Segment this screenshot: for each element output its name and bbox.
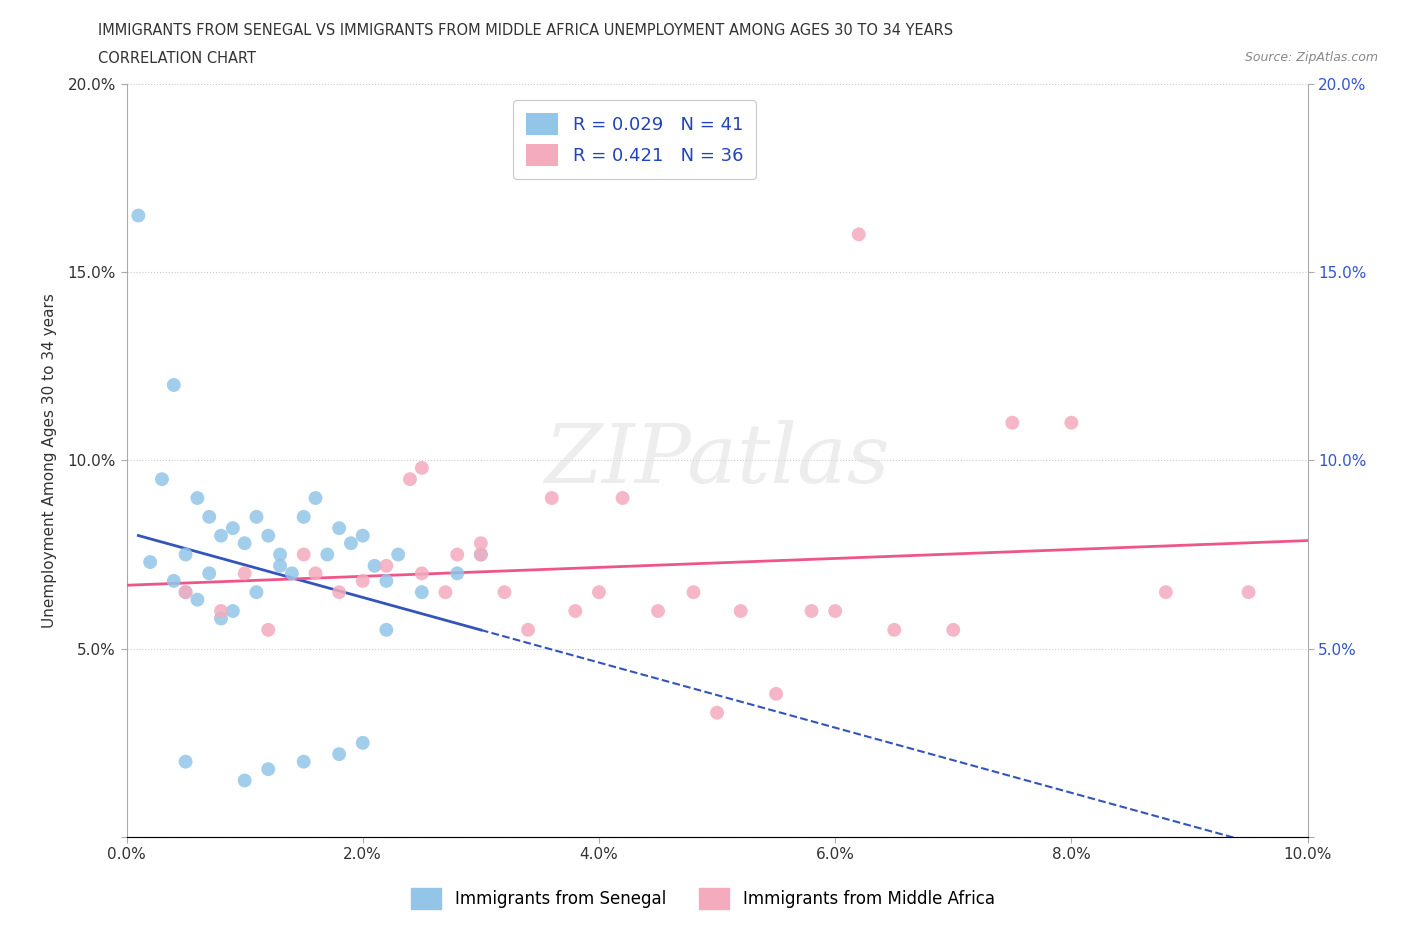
- Text: Source: ZipAtlas.com: Source: ZipAtlas.com: [1244, 51, 1378, 64]
- Point: [765, 686, 787, 701]
- Point: [328, 747, 350, 762]
- Point: [399, 472, 422, 486]
- Point: [209, 611, 232, 626]
- Point: [209, 604, 232, 618]
- Point: [257, 622, 280, 637]
- Point: [612, 491, 634, 506]
- Point: [233, 565, 256, 580]
- Point: [186, 491, 208, 506]
- Point: [328, 585, 350, 600]
- Point: [411, 565, 433, 580]
- Point: [127, 208, 149, 223]
- Point: [411, 585, 433, 600]
- Point: [800, 604, 823, 618]
- Point: [470, 547, 492, 562]
- Text: ZIPatlas: ZIPatlas: [544, 420, 890, 500]
- Point: [446, 565, 468, 580]
- Point: [352, 528, 374, 543]
- Point: [434, 585, 457, 600]
- Point: [292, 547, 315, 562]
- Point: [257, 528, 280, 543]
- Point: [150, 472, 173, 486]
- Point: [174, 754, 197, 769]
- Point: [163, 574, 186, 589]
- Point: [222, 521, 245, 536]
- Point: [494, 585, 516, 600]
- Point: [387, 547, 409, 562]
- Point: [375, 622, 398, 637]
- Point: [292, 754, 315, 769]
- Point: [942, 622, 965, 637]
- Point: [198, 565, 221, 580]
- Point: [245, 510, 267, 525]
- Y-axis label: Unemployment Among Ages 30 to 34 years: Unemployment Among Ages 30 to 34 years: [42, 293, 56, 628]
- Point: [316, 547, 339, 562]
- Point: [1001, 415, 1024, 430]
- Point: [411, 460, 433, 475]
- Text: CORRELATION CHART: CORRELATION CHART: [98, 51, 256, 66]
- Point: [304, 565, 326, 580]
- Legend: R = 0.029   N = 41, R = 0.421   N = 36: R = 0.029 N = 41, R = 0.421 N = 36: [513, 100, 756, 179]
- Text: IMMIGRANTS FROM SENEGAL VS IMMIGRANTS FROM MIDDLE AFRICA UNEMPLOYMENT AMONG AGES: IMMIGRANTS FROM SENEGAL VS IMMIGRANTS FR…: [98, 23, 953, 38]
- Point: [564, 604, 586, 618]
- Point: [269, 547, 291, 562]
- Point: [281, 565, 304, 580]
- Point: [446, 547, 468, 562]
- Point: [174, 547, 197, 562]
- Point: [706, 705, 728, 720]
- Point: [174, 585, 197, 600]
- Point: [1237, 585, 1260, 600]
- Point: [883, 622, 905, 637]
- Point: [363, 558, 385, 573]
- Point: [292, 510, 315, 525]
- Point: [245, 585, 267, 600]
- Point: [647, 604, 669, 618]
- Point: [470, 547, 492, 562]
- Point: [824, 604, 846, 618]
- Point: [470, 536, 492, 551]
- Point: [198, 510, 221, 525]
- Point: [139, 554, 162, 569]
- Point: [375, 574, 398, 589]
- Point: [163, 378, 186, 392]
- Point: [730, 604, 752, 618]
- Point: [682, 585, 704, 600]
- Point: [209, 528, 232, 543]
- Legend: Immigrants from Senegal, Immigrants from Middle Africa: Immigrants from Senegal, Immigrants from…: [404, 880, 1002, 917]
- Point: [233, 536, 256, 551]
- Point: [304, 491, 326, 506]
- Point: [233, 773, 256, 788]
- Point: [352, 574, 374, 589]
- Point: [257, 762, 280, 777]
- Point: [588, 585, 610, 600]
- Point: [174, 585, 197, 600]
- Point: [540, 491, 562, 506]
- Point: [848, 227, 870, 242]
- Point: [375, 558, 398, 573]
- Point: [269, 558, 291, 573]
- Point: [517, 622, 540, 637]
- Point: [340, 536, 363, 551]
- Point: [222, 604, 245, 618]
- Point: [352, 736, 374, 751]
- Point: [186, 592, 208, 607]
- Point: [328, 521, 350, 536]
- Point: [1154, 585, 1177, 600]
- Point: [1060, 415, 1083, 430]
